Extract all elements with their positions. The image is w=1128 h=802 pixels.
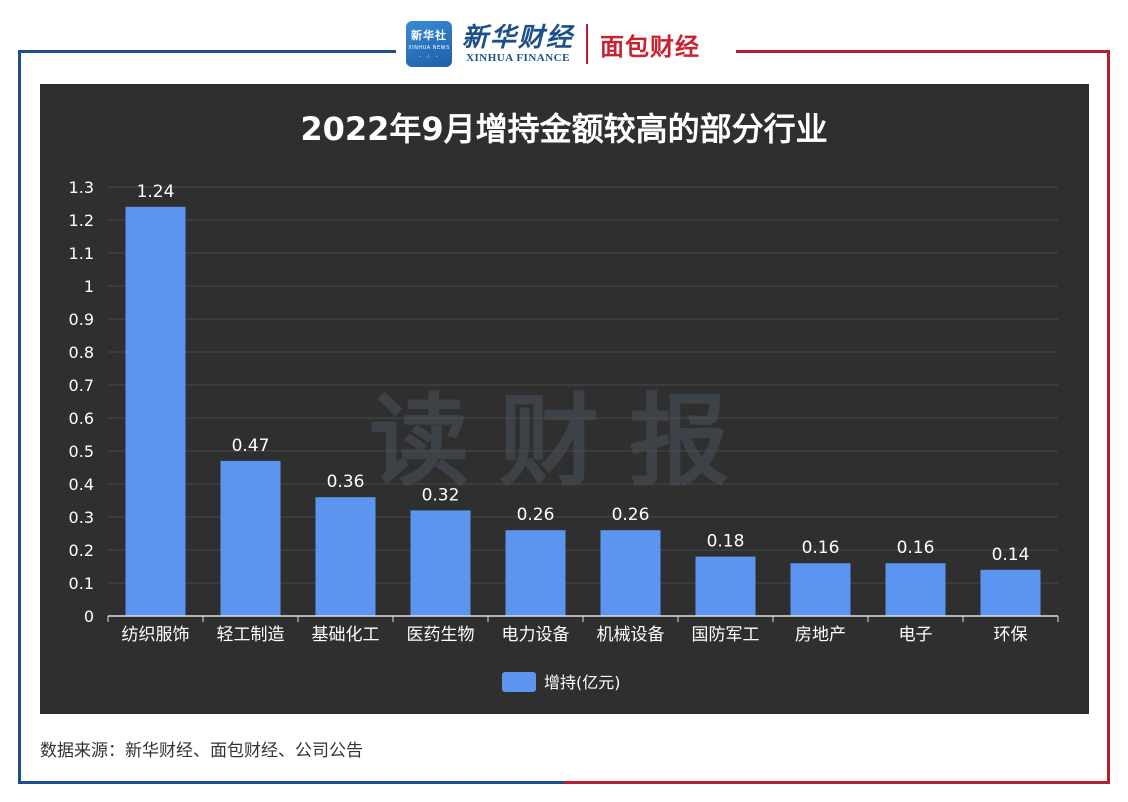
x-tick-label: 环保	[994, 625, 1028, 645]
frame-bottom-right	[564, 781, 1110, 784]
mianbao-logo: 面包财经	[600, 32, 701, 61]
watermark: 读财报	[369, 383, 759, 500]
legend: 增持(亿元)	[502, 672, 621, 692]
bar	[125, 206, 186, 617]
xinhua-logo-en: XINHUA NEWS	[408, 45, 450, 51]
frame-left	[18, 50, 21, 784]
bar	[505, 530, 566, 616]
bar	[885, 563, 946, 616]
frame-top-left	[18, 50, 396, 53]
xinhua-finance-en: XINHUA FINANCE	[466, 52, 570, 64]
data-label: 0.32	[422, 485, 460, 505]
data-label: 0.26	[517, 505, 555, 525]
data-label: 1.24	[137, 182, 175, 202]
bar	[790, 563, 851, 616]
data-label: 0.18	[707, 532, 745, 552]
frame-right	[1107, 50, 1110, 784]
bar	[980, 569, 1041, 616]
y-tick-label: 0.1	[69, 574, 94, 593]
y-tick-label: 1.3	[69, 178, 94, 197]
y-tick-label: 1.2	[69, 211, 94, 230]
legend-label: 增持(亿元)	[544, 673, 621, 692]
x-tick-label: 纺织服饰	[122, 625, 190, 645]
brand-header: 新华社 XINHUA NEWS · ⁘ · 新华财经 XINHUA FINANC…	[406, 18, 700, 70]
bar	[220, 460, 281, 616]
xinhua-finance-cn: 新华财经	[462, 23, 575, 53]
y-tick-label: 0.4	[69, 475, 94, 494]
y-tick-label: 1.1	[69, 244, 94, 263]
bar	[315, 497, 376, 616]
y-tick-label: 0.9	[69, 310, 94, 329]
xinhua-logo-cn: 新华社	[411, 29, 447, 42]
xinhua-finance-logo: 新华财经 XINHUA FINANCE	[462, 24, 574, 64]
x-tick-label: 轻工制造	[217, 625, 285, 645]
chart-title: 2022年9月增持金额较高的部分行业	[300, 110, 827, 148]
source-note: 数据来源：新华财经、面包财经、公司公告	[40, 741, 363, 761]
brand-divider	[586, 24, 589, 64]
y-tick-label: 1	[84, 277, 94, 296]
data-label: 0.36	[327, 472, 365, 492]
data-label: 0.26	[612, 505, 650, 525]
x-tick-label: 国防军工	[692, 625, 760, 645]
frame-bottom-left	[18, 781, 564, 784]
frame-top-right	[736, 50, 1110, 53]
bar	[695, 556, 756, 616]
x-tick-label: 房地产	[795, 625, 846, 645]
bar-chart: 读财报 2022年9月增持金额较高的部分行业 0 0.1 0.2 0.3 0.4 0.5 0…	[69, 110, 1059, 692]
y-tick-label: 0.5	[69, 442, 94, 461]
data-label: 0.47	[232, 436, 270, 456]
x-tick-label: 电子	[899, 625, 933, 645]
network-dots-icon: · ⁘ ·	[419, 53, 439, 61]
y-tick-label: 0.3	[69, 508, 94, 527]
y-tick-label: 0	[84, 607, 94, 626]
bar	[600, 530, 661, 616]
y-tick-label: 0.6	[69, 409, 94, 428]
y-tick-label: 0.8	[69, 343, 94, 362]
y-tick-label: 0.7	[69, 376, 94, 395]
x-tick-label: 医药生物	[407, 625, 475, 645]
xinhua-news-logo: 新华社 XINHUA NEWS · ⁘ ·	[406, 21, 452, 67]
data-label: 0.16	[802, 538, 840, 558]
x-tick-label: 机械设备	[597, 625, 665, 645]
x-tick-label: 电力设备	[502, 625, 570, 645]
data-label: 0.16	[897, 538, 935, 558]
x-tick-label: 基础化工	[312, 625, 380, 645]
legend-swatch	[502, 672, 536, 692]
y-tick-label: 0.2	[69, 541, 94, 560]
bar	[410, 510, 471, 616]
data-label: 0.14	[992, 545, 1030, 565]
chart-panel: 读财报 2022年9月增持金额较高的部分行业 0 0.1 0.2 0.3 0.4 0.5 0…	[40, 84, 1089, 714]
